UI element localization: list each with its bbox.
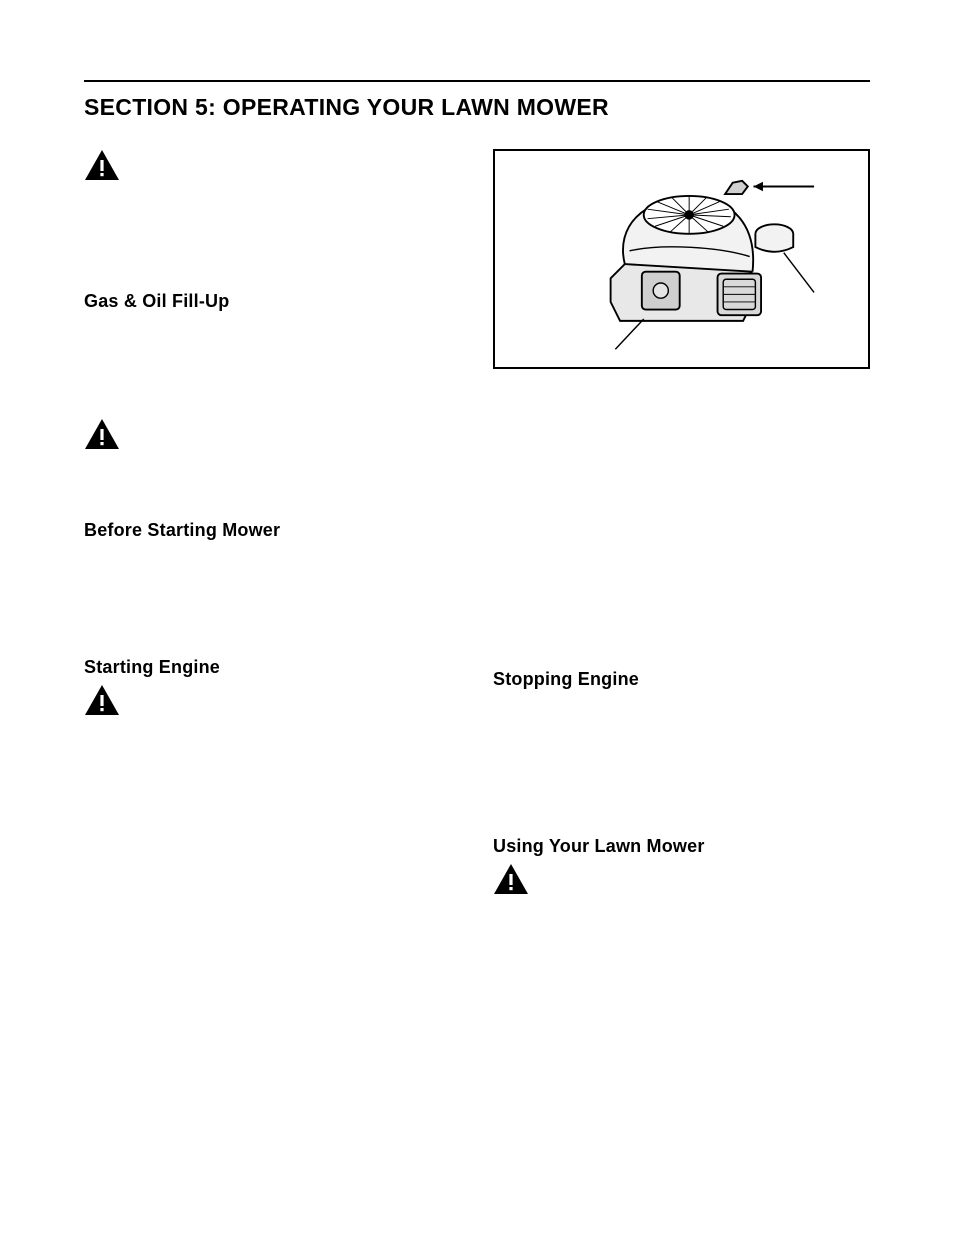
spacer — [493, 369, 870, 659]
manual-page: SECTION 5: OPERATING YOUR LAWN MOWER Gas… — [0, 0, 954, 955]
engine-figure — [493, 149, 870, 369]
heading-before-start: Before Starting Mower — [84, 520, 461, 541]
heading-stopping-engine: Stopping Engine — [493, 669, 870, 690]
warning-icon — [84, 149, 461, 181]
heading-starting-engine: Starting Engine — [84, 657, 461, 678]
warning-icon — [84, 684, 461, 716]
right-column: Stopping Engine Using Your Lawn Mower — [493, 149, 870, 895]
warning-icon — [493, 863, 870, 895]
warning-icon — [84, 418, 461, 450]
top-rule — [84, 80, 870, 82]
heading-using-mower: Using Your Lawn Mower — [493, 836, 870, 857]
section-title: SECTION 5: OPERATING YOUR LAWN MOWER — [84, 94, 870, 121]
two-column-layout: Gas & Oil Fill-Up Before Starting Mower … — [84, 149, 870, 895]
left-column: Gas & Oil Fill-Up Before Starting Mower … — [84, 149, 461, 895]
heading-gas-oil: Gas & Oil Fill-Up — [84, 291, 461, 312]
